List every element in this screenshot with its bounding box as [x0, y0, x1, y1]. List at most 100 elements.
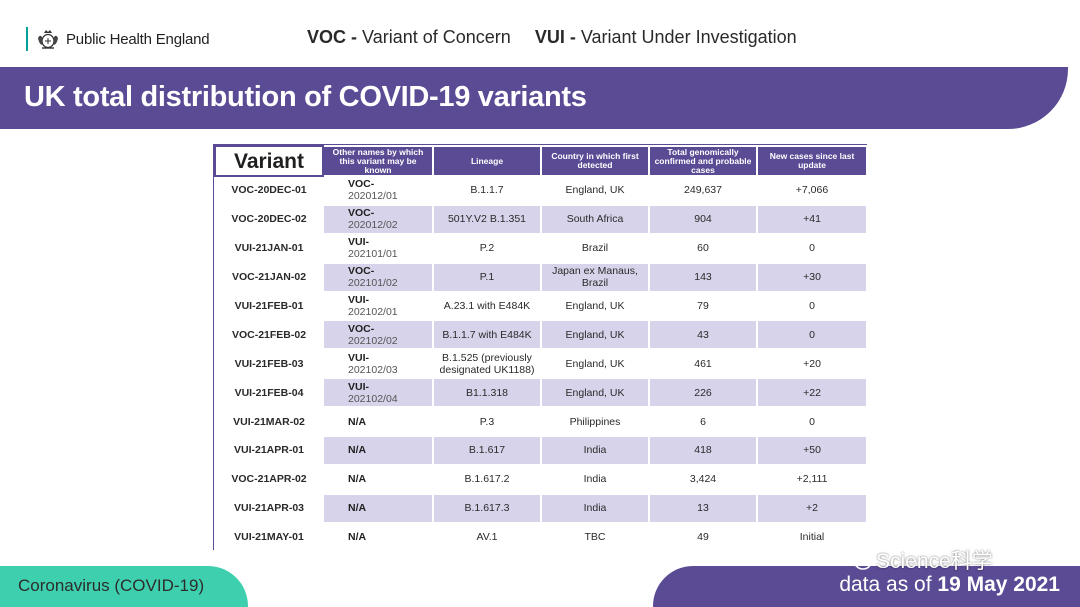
cell-other-names: VUI- 202102/04 [322, 377, 434, 409]
cell-new-cases: 0 [756, 406, 868, 438]
other-name-code: 202101/01 [348, 248, 398, 261]
cell-country: India [540, 435, 650, 466]
table-row: VOC-21JAN-02 VOC- 202101/02 P.1 Japan ex Man… [214, 261, 868, 293]
cell-new-cases: +2 [756, 492, 868, 524]
cell-lineage: B1.1.318 [432, 377, 542, 409]
cell-total-cases: 13 [648, 492, 758, 524]
cell-total-cases: 143 [648, 261, 758, 293]
footer-topic: Coronavirus (COVID-19) [18, 576, 205, 595]
cell-total-cases: 79 [648, 290, 758, 322]
cell-country: England, UK [540, 377, 650, 409]
cell-total-cases: 43 [648, 319, 758, 351]
cell-lineage: B.1.617.2 [432, 463, 542, 495]
table-row: VUI-21APR-03 N/A B.1.617.3 India 13 +2 [214, 492, 868, 524]
cell-lineage: AV.1 [432, 521, 542, 553]
footer-topic-tab: Coronavirus (COVID-19) [0, 566, 248, 607]
cell-lineage: P.1 [432, 261, 542, 293]
cell-country: South Africa [540, 203, 650, 235]
other-name-code: 202102/01 [348, 306, 398, 318]
cell-total-cases: 49 [648, 521, 758, 553]
logo-accent-bar [26, 27, 28, 51]
table-row: VOC-21FEB-02 VOC- 202102/02 B.1.1.7 with E4… [214, 319, 868, 351]
cell-other-names: N/A [322, 435, 434, 466]
cell-variant: VUI-21FEB-03 [214, 348, 324, 380]
wechat-icon [846, 549, 872, 570]
other-name-na: N/A [348, 473, 367, 486]
header-total-cases: Total genomically confirmed and probable… [648, 145, 758, 177]
table-row: VUI-21MAY-01 N/A AV.1 TBC 49 Initial [214, 521, 868, 553]
variants-table: Variant Other names by which this varian… [214, 145, 868, 553]
cell-total-cases: 3,424 [648, 463, 758, 495]
cell-total-cases: 226 [648, 377, 758, 409]
vui-text: Variant Under Investigation [580, 27, 797, 47]
cell-lineage: P.3 [432, 406, 542, 438]
table-row: VOC-21APR-02 N/A B.1.617.2 India 3,424 +2,111 [214, 463, 868, 495]
cell-other-names: VOC- 202012/02 [322, 203, 434, 235]
abbreviation-legend: VOC - Variant of Concern VUI - Variant U… [307, 27, 797, 48]
cell-new-cases: +41 [756, 203, 868, 235]
table-row: VOC-20DEC-02 VOC- 202012/02 501Y.V2 B.1.351… [214, 203, 868, 235]
watermark: Science科学 [846, 544, 993, 576]
cell-other-names: VUI- 202102/03 [322, 348, 434, 380]
title-banner: UK total distribution of COVID-19 varian… [0, 67, 1068, 129]
cell-new-cases: Initial [756, 521, 868, 553]
cell-country: England, UK [540, 319, 650, 351]
cell-variant: VUI-21APR-03 [214, 492, 324, 524]
page-title: UK total distribution of COVID-19 varian… [24, 81, 587, 113]
cell-variant: VOC-21APR-02 [214, 463, 324, 495]
cell-other-names: VOC- 202102/02 [322, 319, 434, 351]
table-row: VUI-21FEB-04 VUI- 202102/04 B1.1.318 England… [214, 377, 868, 409]
other-name-code: 202101/02 [348, 277, 398, 290]
footer-date-text: data as of 19 May 2021 [839, 573, 1060, 597]
cell-country: Philippines [540, 406, 650, 438]
cell-total-cases: 249,637 [648, 175, 758, 206]
cell-new-cases: 0 [756, 290, 868, 322]
cell-lineage: P.2 [432, 232, 542, 264]
cell-country: Brazil [540, 232, 650, 264]
table-row: VUI-21FEB-01 VUI- 202102/01 A.23.1 with E48… [214, 290, 868, 322]
cell-total-cases: 904 [648, 203, 758, 235]
other-name-prefix: VOC- [348, 265, 375, 278]
header-new-cases: New cases since last update [756, 145, 868, 177]
table-header-row: Variant Other names by which this varian… [214, 145, 868, 177]
cell-variant: VOC-21FEB-02 [214, 319, 324, 351]
other-name-code: 202012/02 [348, 219, 398, 232]
cell-other-names: N/A [322, 406, 434, 438]
cell-other-names: N/A [322, 521, 434, 553]
cell-new-cases: +2,111 [756, 463, 868, 495]
other-name-na: N/A [348, 444, 367, 457]
logo-text: Public Health England [66, 30, 210, 48]
other-name-code: 202102/02 [348, 334, 398, 347]
other-name-prefix: VUI- [348, 380, 369, 393]
footer-date-tab: data as of 19 May 2021 [653, 566, 1080, 607]
cell-other-names: VUI- 202101/01 [322, 232, 434, 264]
cell-other-names: VOC- 202101/02 [322, 261, 434, 293]
cell-new-cases: +22 [756, 377, 868, 409]
table-row: VUI-21MAR-02 N/A P.3 Philippines 6 0 [214, 406, 868, 438]
cell-total-cases: 461 [648, 348, 758, 380]
cell-country: Japan ex Manaus, Brazil [540, 261, 650, 293]
watermark-text: Science科学 [876, 550, 993, 573]
table-row: VUI-21FEB-03 VUI- 202102/03 B.1.525 (previo… [214, 348, 868, 380]
header-other-names: Other names by which this variant may be… [322, 145, 434, 177]
cell-variant: VOC-20DEC-02 [214, 203, 324, 235]
other-name-code: 202102/04 [348, 392, 398, 405]
royal-crest-icon [38, 30, 58, 49]
other-name-prefix: VUI- [348, 236, 369, 249]
other-name-na: N/A [348, 415, 367, 428]
cell-total-cases: 418 [648, 435, 758, 466]
table-row: VOC-20DEC-01 VOC- 202012/01 B.1.1.7 England,… [214, 175, 868, 206]
cell-lineage: B.1.1.7 [432, 175, 542, 206]
cell-country: England, UK [540, 348, 650, 380]
cell-variant: VOC-20DEC-01 [214, 175, 324, 206]
cell-variant: VUI-21APR-01 [214, 435, 324, 466]
cell-variant: VUI-21FEB-01 [214, 290, 324, 322]
cell-total-cases: 60 [648, 232, 758, 264]
cell-lineage: B.1.617 [432, 435, 542, 466]
voc-abbr: VOC - [307, 27, 358, 47]
cell-other-names: VUI- 202102/01 [322, 290, 434, 322]
header-variant: Variant [214, 145, 324, 177]
cell-other-names: VOC- 202012/01 [322, 175, 434, 206]
other-name-prefix: VOC- [348, 207, 375, 220]
other-name-prefix: VUI- [348, 351, 369, 364]
